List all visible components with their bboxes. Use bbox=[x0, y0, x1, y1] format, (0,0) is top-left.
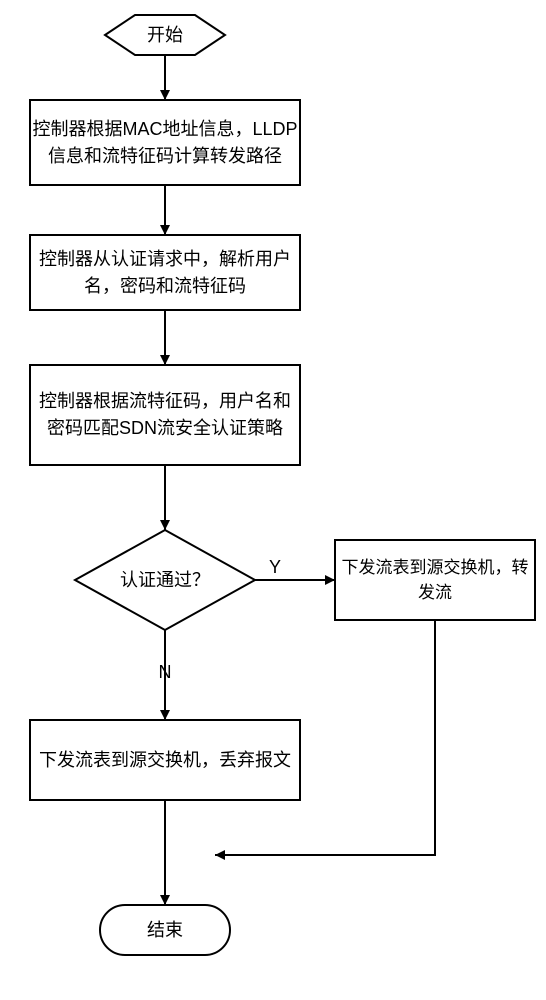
step3-label: 控制器根据流特征码，用户名和密码匹配SDN流安全认证策略 bbox=[32, 367, 298, 463]
step2-label: 控制器从认证请求中，解析用户名，密码和流特征码 bbox=[32, 237, 298, 308]
edge-yes-label: Y bbox=[260, 555, 290, 579]
step1-label: 控制器根据MAC地址信息，LLDP信息和流特征码计算转发路径 bbox=[32, 102, 298, 183]
decision-label: 认证通过？ bbox=[95, 560, 235, 600]
step-yes-label: 下发流表到源交换机，转发流 bbox=[337, 542, 533, 618]
start-label: 开始 bbox=[105, 15, 225, 55]
end-label: 结束 bbox=[100, 905, 230, 955]
edge-no-label: N bbox=[150, 660, 180, 684]
step-no-label: 下发流表到源交换机，丢弃报文 bbox=[32, 722, 298, 798]
